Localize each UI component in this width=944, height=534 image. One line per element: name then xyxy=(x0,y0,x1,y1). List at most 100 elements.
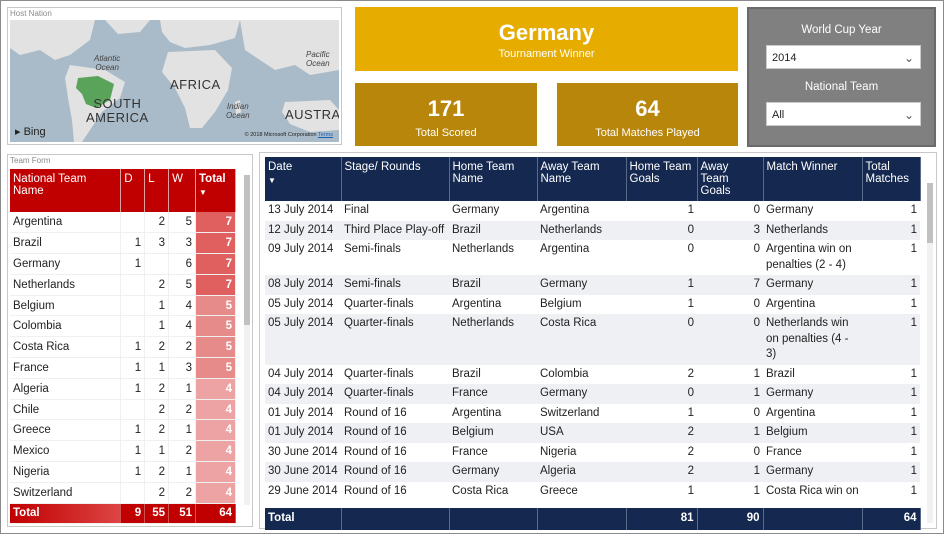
away-goals-cell: 0 xyxy=(753,204,760,216)
team-row[interactable]: Algeria 1 2 1 4 xyxy=(10,378,236,400)
header-home-goals[interactable]: Home Team Goals xyxy=(626,157,698,201)
team-row[interactable]: France 1 1 3 5 xyxy=(10,357,236,379)
team-form-panel: Team Form National Team Name D L W Total… xyxy=(7,154,253,527)
match-row[interactable]: 04 July 2014 Quarter-finals France Germany 0… xyxy=(265,384,920,404)
footer-empty xyxy=(537,508,627,530)
draws-cell xyxy=(120,482,146,504)
team-row[interactable]: Belgium 1 4 5 xyxy=(10,295,236,317)
total-cell: 5 xyxy=(195,336,236,359)
match-row[interactable]: 30 June 2014 Round of 16 France Nigeria 2 0 Fr… xyxy=(265,443,920,463)
match-row[interactable]: 08 July 2014 Semi-finals Brazil Germany 1 7 Ge… xyxy=(265,275,920,295)
header-match-winner[interactable]: Match Winner xyxy=(763,157,863,201)
header-losses[interactable]: L xyxy=(144,169,170,212)
away-goals-cell: 1 xyxy=(753,367,760,380)
match-row[interactable]: 01 July 2014 Round of 16 Belgium USA 2 1 Belgi… xyxy=(265,423,920,443)
total-matches-cell: 1 xyxy=(862,314,920,365)
header-stage[interactable]: Stage/ Rounds xyxy=(341,157,450,201)
home-team-cell: Argentina xyxy=(452,297,502,310)
losses-cell: 1 xyxy=(144,315,170,338)
team-row[interactable]: Colombia 1 4 5 xyxy=(10,315,236,338)
draws-cell xyxy=(120,274,146,296)
losses-cell: 2 xyxy=(144,461,170,483)
world-cup-year-title: World Cup Year xyxy=(801,24,882,36)
match-row[interactable]: 30 June 2014 Round of 16 Germany Algeria 2 1 G… xyxy=(265,462,920,482)
team-form-scrollbar[interactable] xyxy=(244,175,250,505)
total-scored-label: Total Scored xyxy=(415,127,477,139)
host-nation-map[interactable]: Atlantic Ocean Pacific Ocean Indian Ocea… xyxy=(10,20,339,142)
stage-cell: Quarter-finals xyxy=(344,367,414,380)
scrollbar-thumb[interactable] xyxy=(244,175,250,325)
match-winner-cell: Netherlands win on penalties (4 - 3) xyxy=(763,314,862,365)
stage-cell: Quarter-finals xyxy=(341,384,449,404)
footer-total-matches: 64 xyxy=(862,508,921,530)
map-caption: Host Nation xyxy=(10,9,52,18)
total-cell: 4 xyxy=(195,461,236,483)
home-goals-cell: 1 xyxy=(687,204,694,216)
total-matches-cell: 1 xyxy=(910,297,917,310)
team-row[interactable]: Greece 1 2 1 4 xyxy=(10,419,236,442)
header-total-matches[interactable]: Total Matches xyxy=(862,157,921,201)
losses-cell: 1 xyxy=(144,295,170,317)
match-row[interactable]: 09 July 2014 Semi-finals Netherlands Argent… xyxy=(265,240,920,275)
home-goals-cell: 0 xyxy=(626,220,697,240)
match-row[interactable]: 01 July 2014 Round of 16 Argentina Switzerl… xyxy=(265,404,920,424)
draws-cell: 1 xyxy=(120,232,146,255)
match-winner-cell: Belgium xyxy=(763,423,862,443)
home-goals-cell: 2 xyxy=(626,423,697,443)
header-away-team[interactable]: Away Team Name xyxy=(537,157,627,201)
sort-desc-icon: ▼ xyxy=(268,176,276,185)
scrollbar-thumb[interactable] xyxy=(927,183,933,243)
match-table-scrollbar[interactable] xyxy=(927,183,933,523)
stage-cell: Round of 16 xyxy=(344,445,407,458)
match-row[interactable]: 05 July 2014 Quarter-finals Argentina Belgi… xyxy=(265,295,920,315)
national-team-dropdown[interactable]: All ⌄ xyxy=(766,102,921,126)
away-team-cell: Germany xyxy=(537,275,626,295)
match-row[interactable]: 12 July 2014 Third Place Play-off Brazil Ne… xyxy=(265,220,920,240)
team-row[interactable]: Chile 2 2 4 xyxy=(10,399,236,421)
header-draws[interactable]: D xyxy=(120,169,146,212)
team-row[interactable]: Argentina 2 5 7 xyxy=(10,212,236,234)
team-row[interactable]: Switzerland 2 2 4 xyxy=(10,482,236,504)
header-away-goals[interactable]: Away Team Goals xyxy=(697,157,764,201)
date-cell: 13 July 2014 xyxy=(268,204,334,216)
total-cell: 7 xyxy=(195,212,236,234)
team-row[interactable]: Netherlands 2 5 7 xyxy=(10,274,236,296)
stage-cell: Quarter-finals xyxy=(344,297,414,310)
home-goals-cell: 1 xyxy=(687,406,694,419)
total-scored-value: 171 xyxy=(427,96,465,121)
match-footer-row: Total 81 90 64 xyxy=(265,508,921,530)
total-matches-value: 64 xyxy=(635,96,660,121)
home-team-cell: France xyxy=(452,445,488,458)
match-row[interactable]: 29 June 2014 Round of 16 Costa Rica Greece 1… xyxy=(265,482,920,502)
wins-cell: 2 xyxy=(168,440,197,463)
stage-cell: Final xyxy=(344,204,369,216)
home-goals-cell: 2 xyxy=(687,445,694,458)
away-team-cell: Colombia xyxy=(540,367,589,380)
team-row[interactable]: Nigeria 1 2 1 4 xyxy=(10,461,236,483)
date-cell: 04 July 2014 xyxy=(268,367,334,380)
world-cup-year-dropdown[interactable]: 2014 ⌄ xyxy=(766,45,921,69)
total-cell: 5 xyxy=(195,295,236,317)
date-cell: 09 July 2014 xyxy=(268,243,334,255)
header-wins[interactable]: W xyxy=(168,169,197,212)
header-national-team-name[interactable]: National Team Name xyxy=(10,169,122,212)
losses-cell: 2 xyxy=(144,399,170,421)
team-row[interactable]: Costa Rica 1 2 2 5 xyxy=(10,336,236,359)
draws-cell: 1 xyxy=(120,253,146,275)
away-team-cell: Greece xyxy=(540,484,578,497)
header-date[interactable]: Date ▼ xyxy=(265,157,342,201)
away-goals-cell: 0 xyxy=(697,314,763,365)
header-home-team[interactable]: Home Team Name xyxy=(449,157,538,201)
terms-link[interactable]: Terms xyxy=(318,132,333,138)
footer-losses: 55 xyxy=(144,503,170,524)
match-row[interactable]: 13 July 2014 Final Germany Argentina 1 0 Germa… xyxy=(265,201,920,221)
match-row[interactable]: 05 July 2014 Quarter-finals Netherlands Cos… xyxy=(265,314,920,365)
away-goals-cell: 1 xyxy=(697,384,763,404)
total-cell: 4 xyxy=(195,399,236,421)
match-row[interactable]: 04 July 2014 Quarter-finals Brazil Colombia… xyxy=(265,365,920,385)
team-row[interactable]: Mexico 1 1 2 4 xyxy=(10,440,236,463)
header-total[interactable]: Total ▼ xyxy=(195,169,236,212)
team-name-cell: Switzerland xyxy=(10,482,122,504)
team-row[interactable]: Brazil 1 3 3 7 xyxy=(10,232,236,255)
team-row[interactable]: Germany 1 6 7 xyxy=(10,253,236,275)
